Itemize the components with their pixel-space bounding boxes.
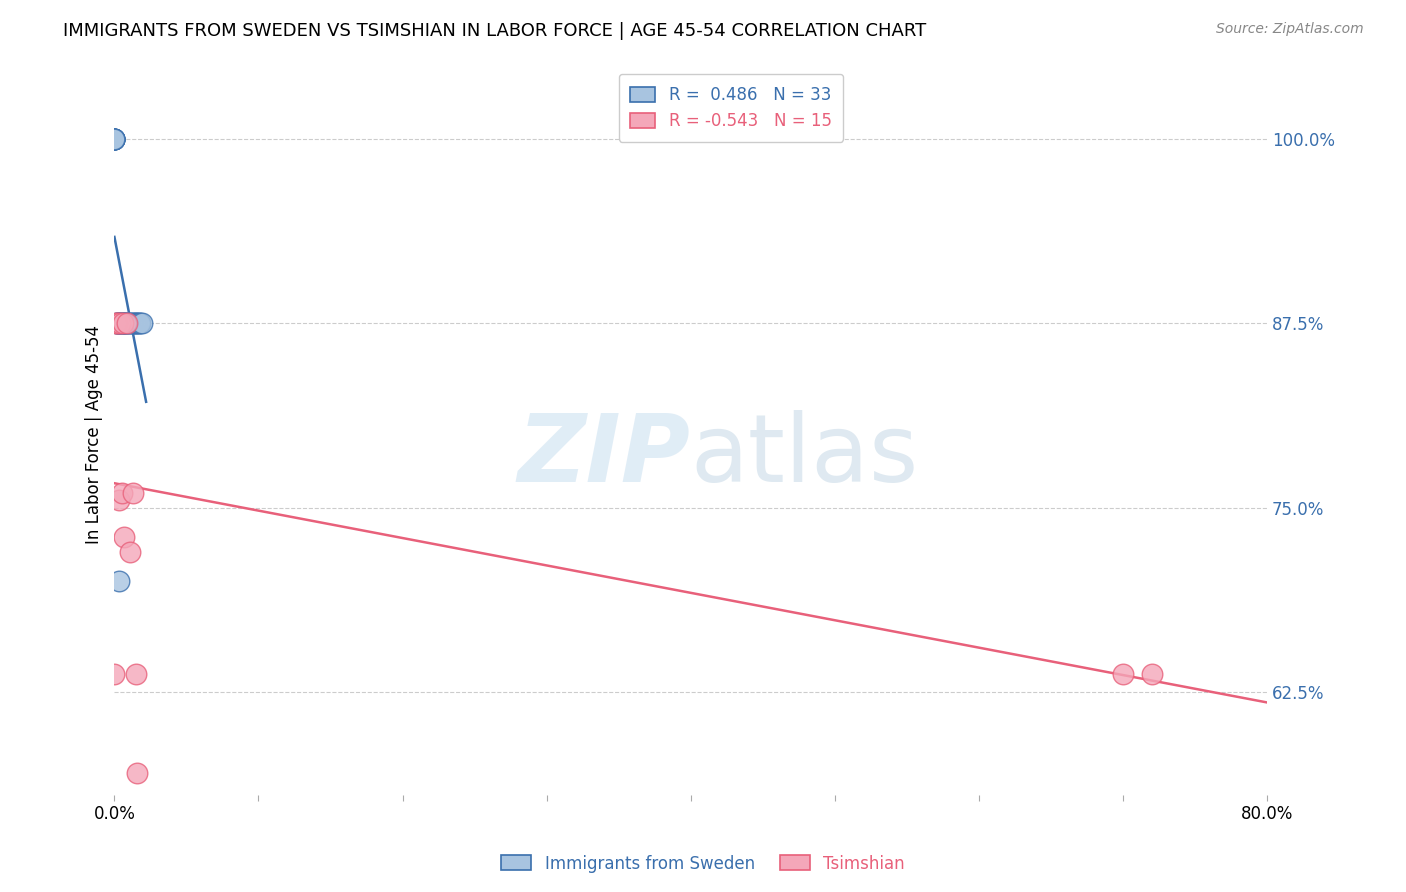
Point xyxy=(112,317,135,331)
Y-axis label: In Labor Force | Age 45-54: In Labor Force | Age 45-54 xyxy=(86,325,103,543)
Point xyxy=(118,317,141,331)
Point xyxy=(105,317,128,331)
Point xyxy=(112,317,135,331)
Text: ZIP: ZIP xyxy=(517,409,690,501)
Point xyxy=(105,317,128,331)
Point xyxy=(104,317,127,331)
Point xyxy=(103,132,125,146)
Point xyxy=(120,545,142,559)
Point xyxy=(105,317,128,331)
Point xyxy=(122,317,145,331)
Point xyxy=(127,766,149,780)
Point xyxy=(107,574,129,589)
Point xyxy=(103,132,125,146)
Point xyxy=(115,317,138,331)
Point xyxy=(107,317,129,331)
Point xyxy=(110,317,132,331)
Point xyxy=(1140,667,1163,681)
Point xyxy=(128,317,150,331)
Point xyxy=(114,530,136,544)
Point xyxy=(125,667,148,681)
Point xyxy=(117,317,139,331)
Point xyxy=(107,493,129,508)
Point xyxy=(121,317,143,331)
Point xyxy=(103,132,125,146)
Point xyxy=(125,317,148,331)
Point xyxy=(131,317,153,331)
Point xyxy=(105,317,128,331)
Text: Source: ZipAtlas.com: Source: ZipAtlas.com xyxy=(1216,22,1364,37)
Point xyxy=(103,132,125,146)
Point xyxy=(117,317,139,331)
Point xyxy=(129,317,152,331)
Point xyxy=(103,132,125,146)
Point xyxy=(124,317,146,331)
Point xyxy=(114,317,136,331)
Point xyxy=(103,667,125,681)
Point xyxy=(108,317,131,331)
Point xyxy=(122,486,145,500)
Point xyxy=(1112,667,1135,681)
Text: IMMIGRANTS FROM SWEDEN VS TSIMSHIAN IN LABOR FORCE | AGE 45-54 CORRELATION CHART: IMMIGRANTS FROM SWEDEN VS TSIMSHIAN IN L… xyxy=(63,22,927,40)
Point xyxy=(103,132,125,146)
Legend: R =  0.486   N = 33, R = -0.543   N = 15: R = 0.486 N = 33, R = -0.543 N = 15 xyxy=(619,74,844,142)
Point xyxy=(103,132,125,146)
Point xyxy=(108,317,131,331)
Point xyxy=(114,317,136,331)
Point xyxy=(110,486,132,500)
Point xyxy=(107,317,129,331)
Point xyxy=(103,132,125,146)
Point xyxy=(127,317,149,331)
Point xyxy=(115,317,138,331)
Point xyxy=(120,317,142,331)
Text: atlas: atlas xyxy=(690,409,920,501)
Legend: Immigrants from Sweden, Tsimshian: Immigrants from Sweden, Tsimshian xyxy=(495,848,911,880)
Point xyxy=(110,317,132,331)
